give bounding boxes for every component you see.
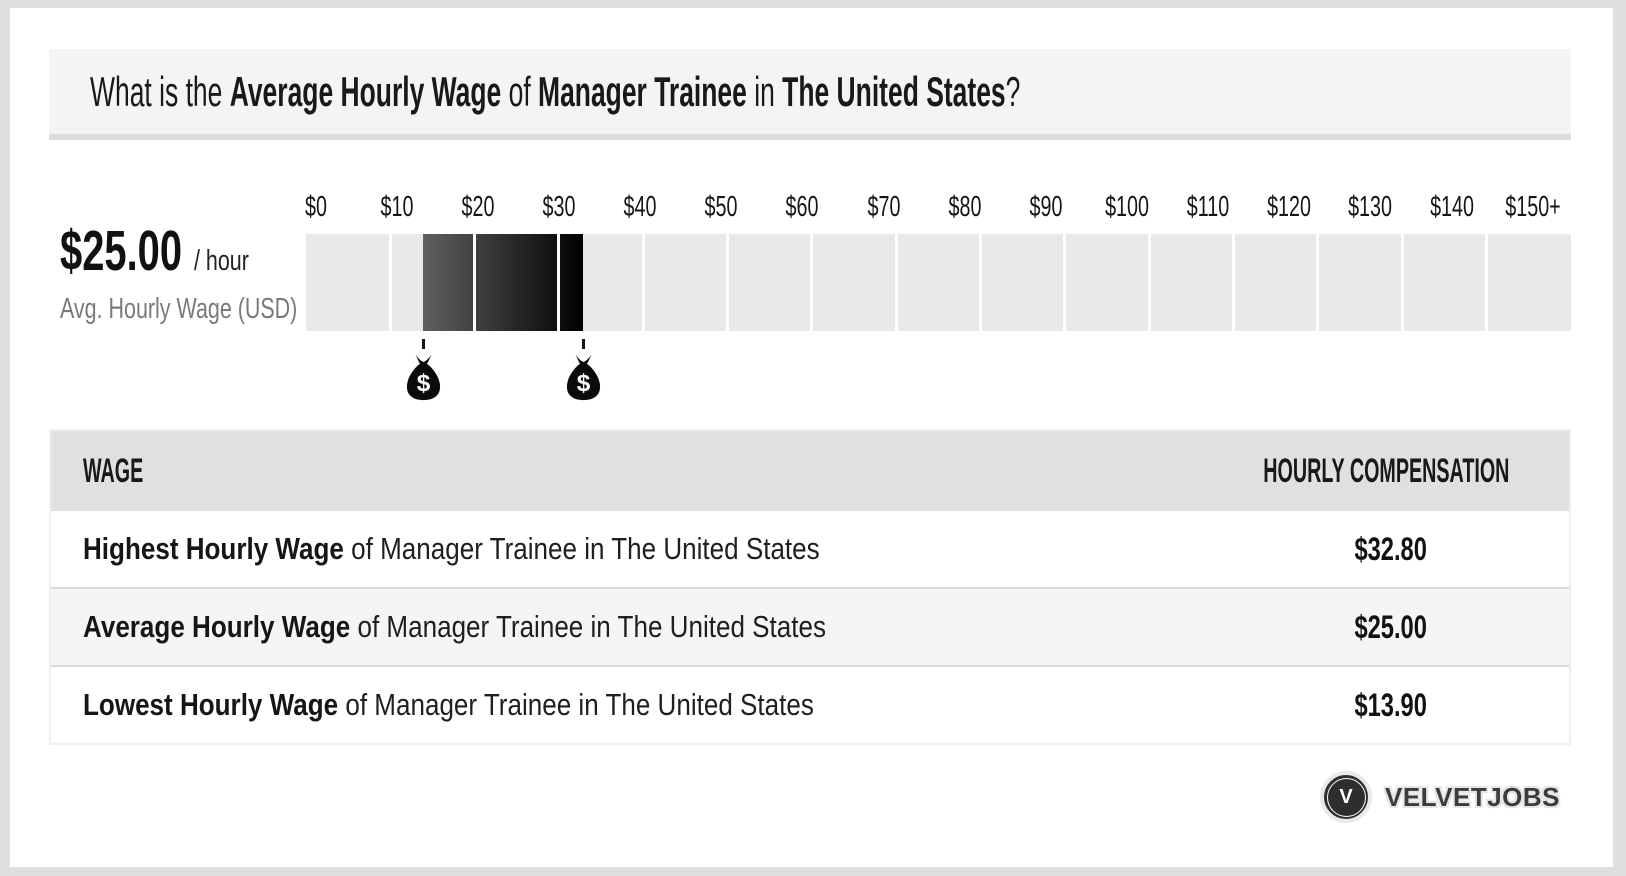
average-wage-unit: / hour [194, 245, 250, 277]
highest-wage-marker-line [581, 339, 585, 349]
average-wage-summary: $25.00 / hour Avg. Hourly Wage (USD) [60, 219, 381, 326]
title-text: What is the [90, 67, 230, 115]
money-bag-icon: $ [406, 354, 441, 401]
wage-table: WAGE HOURLY COMPENSATION Highest Hourly … [49, 429, 1571, 745]
axis-tick-label: $140 [1429, 191, 1474, 223]
title-bold-average-hourly-wage: Average Hourly Wage [229, 67, 502, 115]
segment-divider [388, 234, 392, 331]
segment-divider [1147, 234, 1151, 331]
segment-divider [979, 234, 983, 331]
segment-divider [1063, 234, 1067, 331]
axis-tick-label: $20 [461, 191, 495, 223]
axis-tick-label: $130 [1348, 191, 1393, 223]
axis-tick-label: $80 [948, 191, 982, 223]
row-label: Highest Hourly Wage of Manager Trainee i… [83, 531, 820, 566]
segment-divider [557, 234, 561, 331]
dollar-symbol: $ [577, 370, 591, 397]
segment-divider [1316, 234, 1320, 331]
segment-divider [473, 234, 477, 331]
title-bold-location: The United States [782, 67, 1006, 115]
segment-divider [641, 234, 645, 331]
segment-divider [1232, 234, 1236, 331]
axis-tick-label: $10 [380, 191, 414, 223]
axis-tick-label: $60 [785, 191, 819, 223]
page-title: What is the Average Hourly Wage of Manag… [90, 67, 1021, 115]
infographic-card: What is the Average Hourly Wage of Manag… [10, 8, 1613, 867]
average-wage-amount: $25.00 [60, 219, 183, 283]
lowest-wage-marker-line [421, 339, 425, 349]
velvetjobs-logo: V VELVETJOBS [1320, 771, 1560, 823]
title-banner: What is the Average Hourly Wage of Manag… [49, 49, 1571, 140]
axis-tick-label: $110 [1186, 191, 1230, 223]
wage-range-highlight [423, 234, 583, 331]
dollar-symbol: $ [417, 370, 431, 397]
axis-tick-label: $70 [867, 191, 900, 223]
axis-tick-label: $100 [1105, 191, 1149, 223]
segment-divider [1485, 234, 1489, 331]
segment-divider [1400, 234, 1404, 331]
wage-scale-chart: $0 $10 $20 $30 $40 $50 $60 $70 $80 $90 $… [10, 186, 1613, 416]
axis-tick-label: $30 [542, 191, 576, 223]
table-row-highest-wage: Highest Hourly Wage of Manager Trainee i… [51, 511, 1569, 587]
axis-tick-label: $40 [623, 191, 657, 223]
row-value: $25.00 [1354, 608, 1427, 645]
average-wage-row: $25.00 / hour [60, 219, 381, 284]
row-value: $32.80 [1354, 530, 1427, 567]
column-header-wage: WAGE [83, 451, 144, 490]
row-value: $13.90 [1354, 686, 1427, 723]
axis-tick-label: $0 [304, 191, 327, 223]
table-row-lowest-wage: Lowest Hourly Wage of Manager Trainee in… [51, 665, 1569, 743]
segment-divider [726, 234, 730, 331]
money-bag-icon: $ [566, 354, 601, 401]
segment-divider [810, 234, 814, 331]
column-header-hourly-compensation: HOURLY COMPENSATION [1262, 451, 1509, 490]
axis-tick-label: $150+ [1505, 191, 1561, 223]
average-wage-caption: Avg. Hourly Wage (USD) [60, 292, 298, 325]
row-label: Lowest Hourly Wage of Manager Trainee in… [83, 687, 814, 722]
title-bold-job-title: Manager Trainee [538, 67, 747, 115]
velvetjobs-logo-icon: V [1320, 771, 1372, 823]
row-label: Average Hourly Wage of Manager Trainee i… [83, 609, 826, 644]
axis-tick-label: $120 [1267, 191, 1312, 223]
wage-table-header: WAGE HOURLY COMPENSATION [51, 431, 1569, 511]
table-row-average-wage: Average Hourly Wage of Manager Trainee i… [51, 587, 1569, 665]
segment-divider [894, 234, 898, 331]
axis-tick-label: $50 [704, 191, 738, 223]
wage-scale-bar [306, 234, 1571, 331]
logo-monogram: V [1339, 786, 1353, 808]
axis-tick-label: $90 [1029, 191, 1063, 223]
velvetjobs-wordmark: VELVETJOBS [1385, 781, 1561, 812]
